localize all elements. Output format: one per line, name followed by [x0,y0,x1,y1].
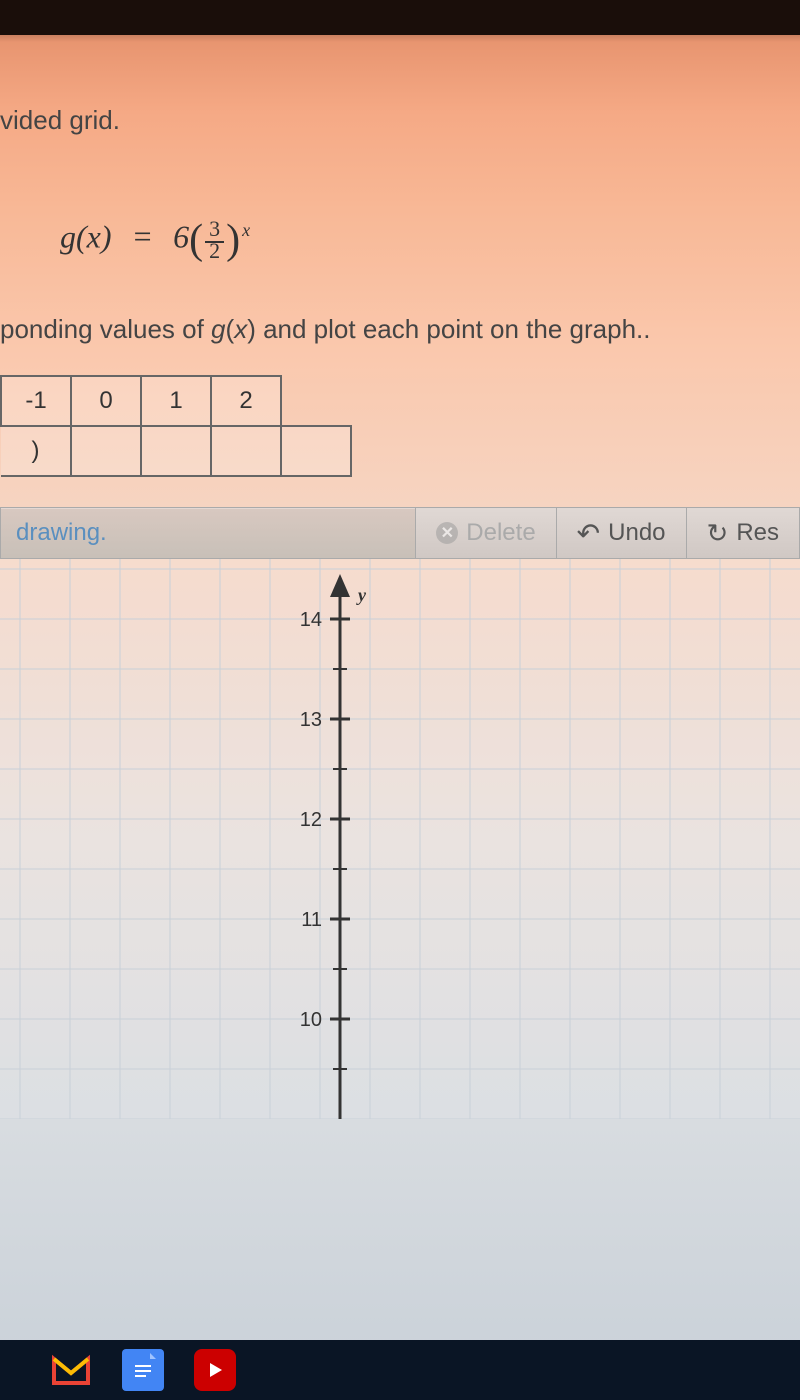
gmail-icon[interactable] [50,1349,92,1391]
formula-equals: = [132,218,154,254]
table-cell[interactable]: 1 [141,376,211,426]
reset-label: Res [736,519,779,547]
svg-text:11: 11 [301,909,322,931]
reset-button[interactable]: ↻ Res [686,508,799,558]
header-text-fragment: vided grid. [0,105,800,136]
formula-exponent: x [242,220,250,240]
docs-icon[interactable] [122,1349,164,1391]
undo-icon: ↶ [577,517,600,550]
table-cell[interactable]: -1 [1,376,71,426]
table-cell-empty[interactable] [141,426,211,476]
reset-icon: ↻ [707,518,729,549]
svg-text:10: 10 [300,1009,322,1031]
table-cell-empty[interactable] [281,426,351,476]
formula-coefficient: 6 [173,218,189,254]
graph-area[interactable]: y 14 13 12 11 10 [0,559,800,1119]
table-cell[interactable]: 0 [71,376,141,426]
formula-fraction: 32 [205,218,224,262]
data-table[interactable]: -1 0 1 2 ) [0,375,352,477]
taskbar [0,1340,800,1400]
svg-text:12: 12 [300,809,322,831]
formula-denominator: 2 [205,238,224,263]
table-cell-empty[interactable] [211,426,281,476]
paren-right: ) [226,217,240,263]
undo-button[interactable]: ↶ Undo [556,508,686,558]
delete-button[interactable]: ✕ Delete [415,508,555,558]
svg-text:y: y [356,585,367,605]
svg-text:13: 13 [300,709,322,731]
delete-icon: ✕ [436,522,458,544]
graph-svg: y 14 13 12 11 10 [0,559,800,1119]
content-area: vided grid. g(x) = 6(32)x ponding values… [0,35,800,1119]
instruction-fragment: ponding values of g(x) and plot each poi… [0,314,650,344]
table-row: -1 0 1 2 [1,376,351,426]
drawing-toolbar: drawing. ✕ Delete ↶ Undo ↻ Res [0,507,800,559]
top-dark-bar [0,0,800,35]
table-cell-empty[interactable] [71,426,141,476]
delete-label: Delete [466,519,535,547]
youtube-icon[interactable] [194,1349,236,1391]
undo-label: Undo [608,519,665,547]
table-row: ) [1,426,351,476]
formula: g(x) = 6(32)x [60,216,800,264]
table-cell[interactable]: 2 [211,376,281,426]
drawing-label: drawing. [1,519,415,547]
table-cell-partial[interactable]: ) [1,426,71,476]
instruction-text: ponding values of g(x) and plot each poi… [0,314,800,345]
formula-lhs: g(x) [60,218,112,254]
svg-text:14: 14 [300,609,322,631]
paren-left: ( [189,217,203,263]
